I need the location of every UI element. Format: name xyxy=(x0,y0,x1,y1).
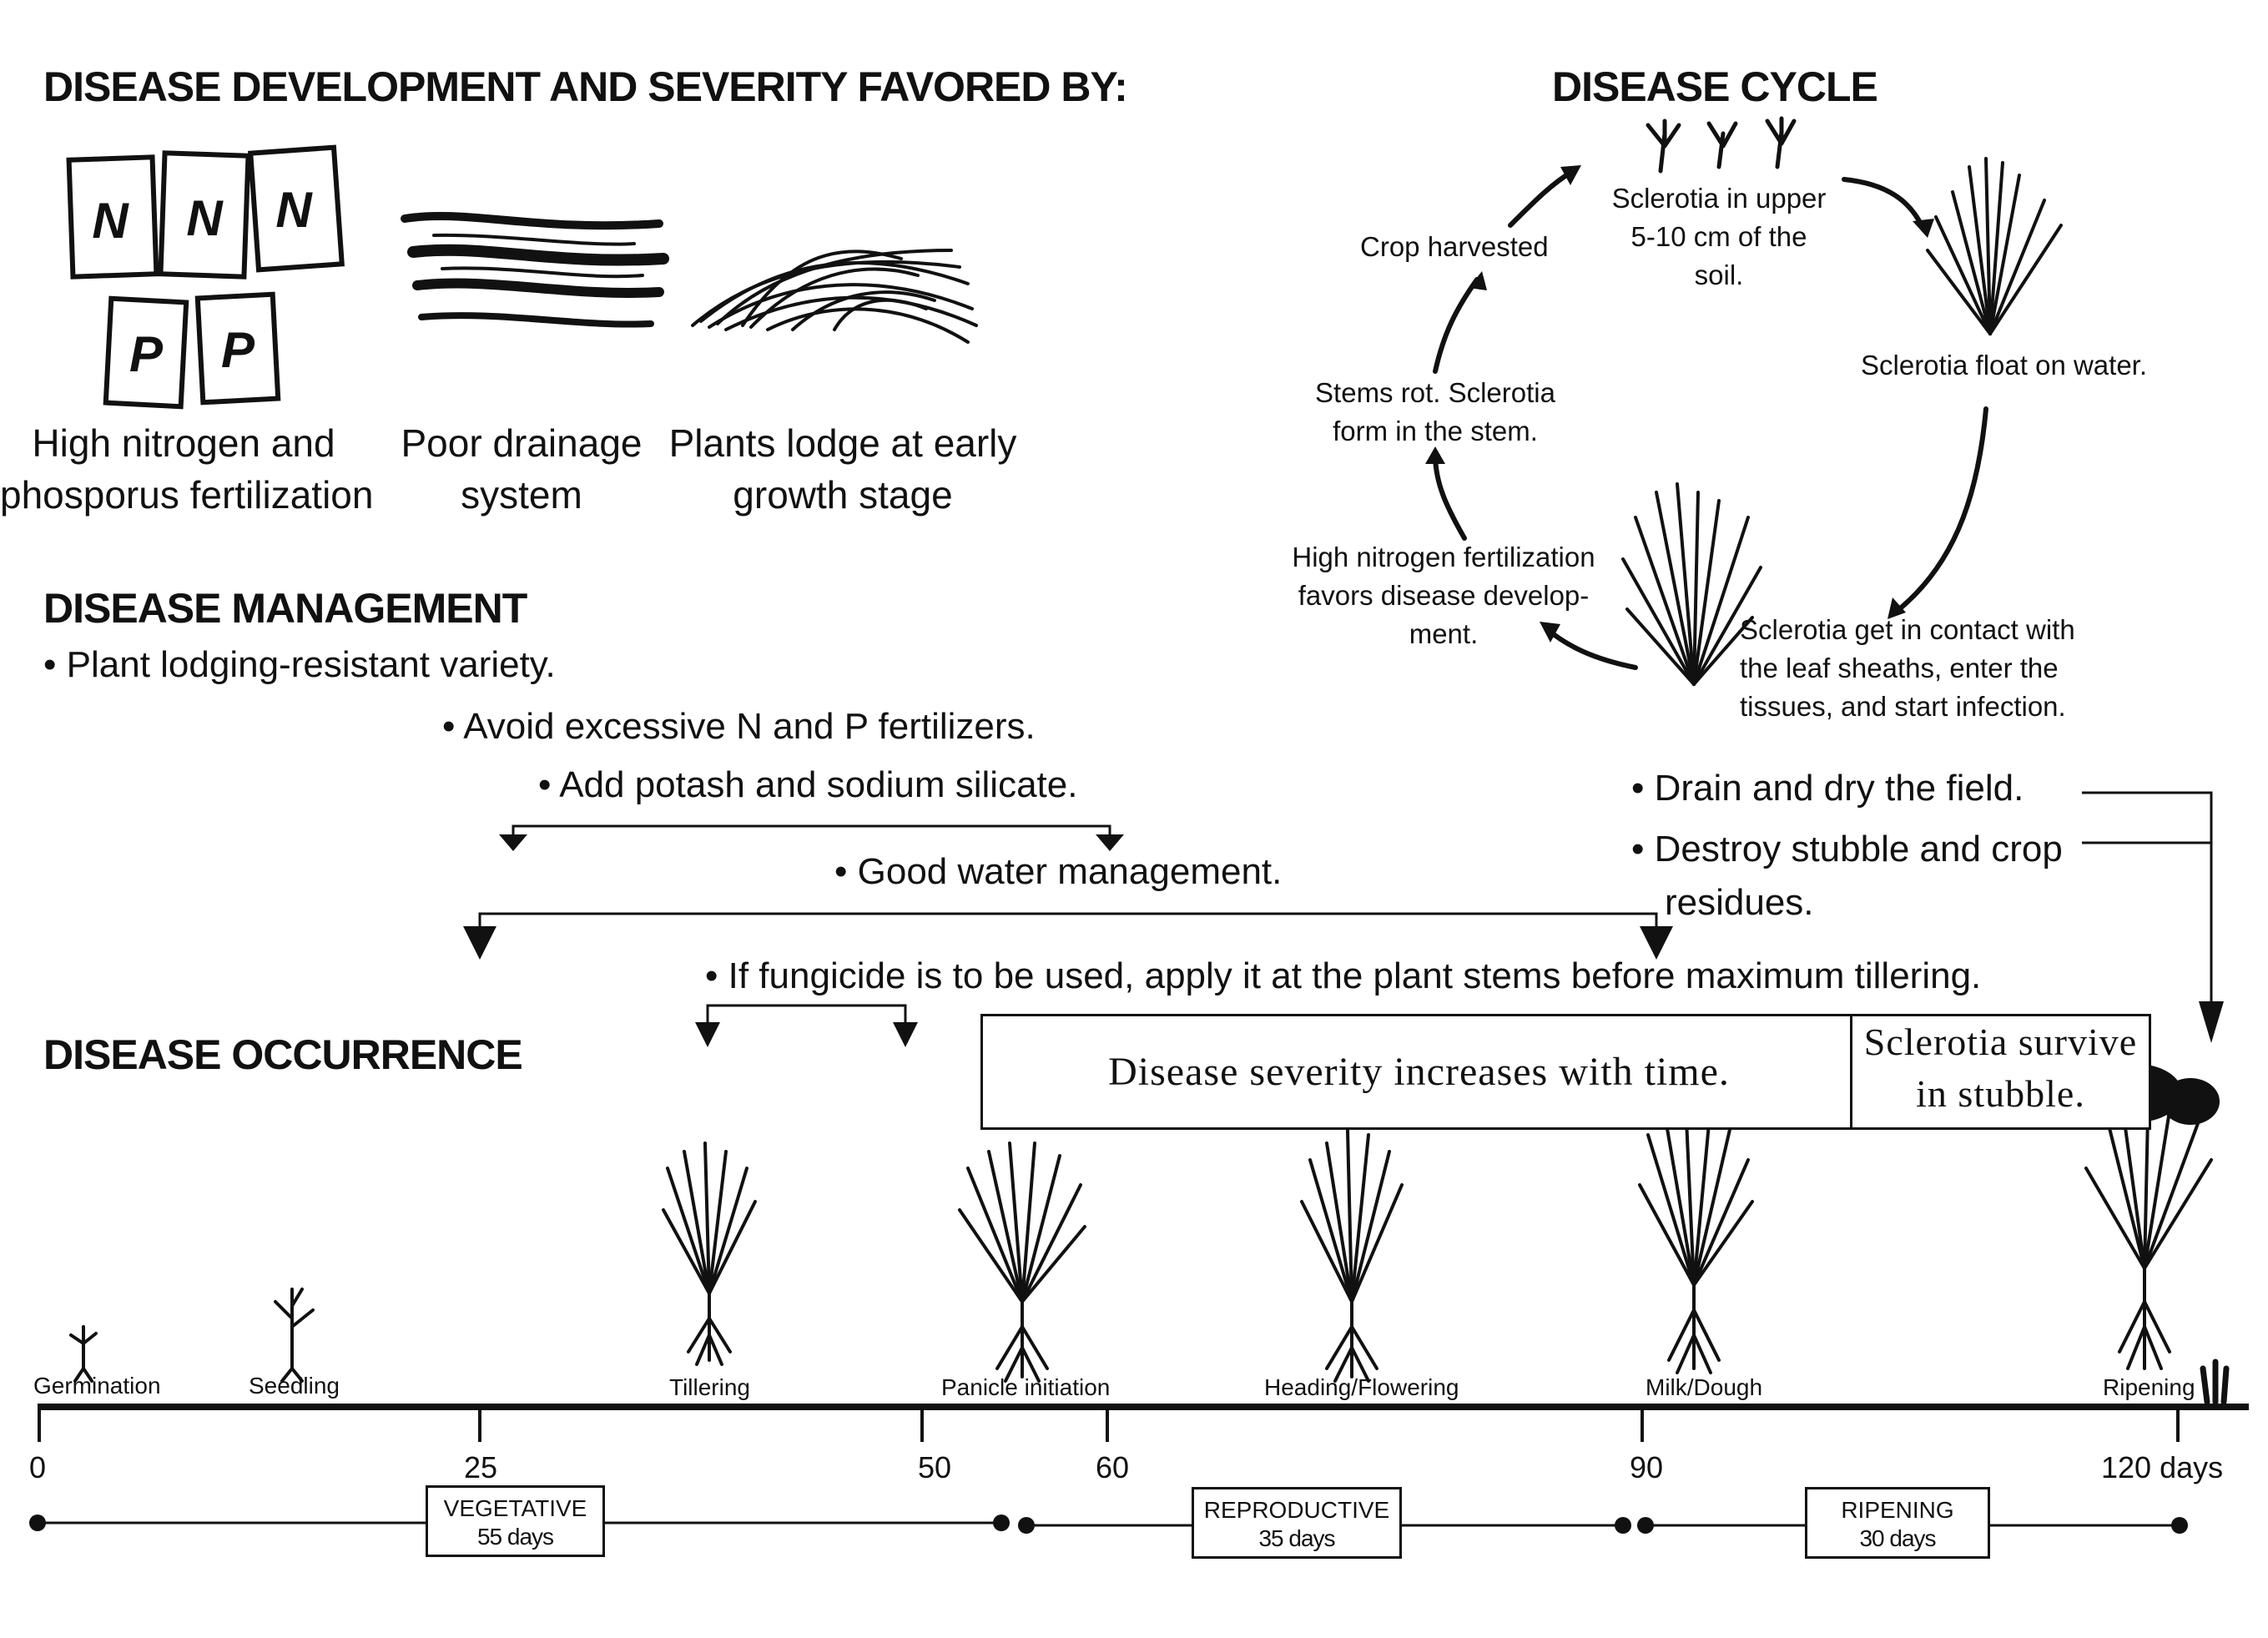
lodged-plants-icon xyxy=(691,249,978,344)
cycle-stems-rot: Stems rot. Sclerotia form in the stem. xyxy=(1315,377,1555,446)
management-brackets xyxy=(478,791,2213,1022)
management-arrowheads xyxy=(463,834,2224,1047)
lodging-caption: Plants lodge at early growth stage xyxy=(668,421,1017,517)
fertilizer-bags-icon xyxy=(66,144,345,410)
bag-n-label: N xyxy=(275,182,313,238)
survive-box: Sclerotia survive in stubble. xyxy=(1850,1014,2151,1130)
mgmt-water: • Good water management. xyxy=(834,851,1283,892)
mgmt-potash: • Add potash and sodium silicate. xyxy=(538,764,1078,805)
fertilization-caption: High nitrogen and phosporus fertilizatio… xyxy=(0,421,374,517)
phase-vegetative: VEGETATIVE 55 days xyxy=(426,1485,605,1557)
cycle-nitrogen: High nitrogen fertilization favors disea… xyxy=(1292,542,1595,649)
occurrence-heading: DISEASE OCCURRENCE xyxy=(43,1031,523,1078)
tick-90: 90 xyxy=(1630,1450,1664,1484)
tick-0: 0 xyxy=(29,1450,47,1484)
management-heading: DISEASE MANAGEMENT xyxy=(43,585,527,632)
stage-heading-flowering: Heading/Flowering xyxy=(1264,1374,1459,1400)
cycle-harvested: Crop harvested xyxy=(1360,231,1549,262)
floating-plant-icon xyxy=(1926,157,2063,335)
stage-panicle-initiation: Panicle initiation xyxy=(941,1374,1111,1400)
mgmt-fungicide: • If fungicide is to be used, apply it a… xyxy=(705,955,1982,996)
tick-50: 50 xyxy=(918,1450,952,1484)
stage-seedling: Seedling xyxy=(249,1373,340,1399)
sprouting-sclerotia-icon xyxy=(1646,116,1797,174)
tillering-plant-icon xyxy=(662,1142,757,1366)
bag-n-label: N xyxy=(186,190,224,246)
favored-heading: DISEASE DEVELOPMENT AND SEVERITY FAVORED… xyxy=(43,63,1128,110)
cycle-float: Sclerotia float on water. xyxy=(1861,350,2148,381)
cycle-arrows xyxy=(1433,169,1988,670)
stage-milk-dough: Milk/Dough xyxy=(1646,1374,1763,1400)
infected-plant-icon xyxy=(1621,482,1762,686)
cycle-contact: Sclerotia get in contact with the leaf s… xyxy=(1740,614,2075,722)
cycle-arrowheads xyxy=(1425,165,1934,643)
tick-120-days: 120 days xyxy=(2101,1450,2224,1484)
stage-ripening: Ripening xyxy=(2103,1374,2195,1400)
stage-germination: Germination xyxy=(33,1373,161,1399)
bag-n-label: N xyxy=(92,193,129,249)
bag-p-label: P xyxy=(129,326,164,382)
drainage-icon xyxy=(401,211,669,328)
mgmt-destroy-stubble: • Destroy stubble and crop residues. xyxy=(1631,829,2063,923)
milk-dough-plant-icon xyxy=(1638,1100,1754,1374)
stage-tillering: Tillering xyxy=(669,1374,750,1400)
mgmt-lodging-resistant: • Plant lodging-resistant variety. xyxy=(43,644,556,685)
phase-dots xyxy=(29,1515,2188,1534)
mgmt-drain: • Drain and dry the field. xyxy=(1631,768,2024,809)
bag-p-label: P xyxy=(221,322,255,378)
drainage-caption: Poor drainage system xyxy=(401,421,643,517)
tick-25: 25 xyxy=(464,1450,498,1484)
cycle-sclerotia-soil: Sclerotia in upper 5-10 cm of the soil. xyxy=(1611,183,1827,290)
phase-ripening: RIPENING 30 days xyxy=(1805,1487,1990,1559)
mgmt-avoid-fertilizers: • Avoid excessive N and P fertilizers. xyxy=(442,706,1036,747)
heading-plant-icon xyxy=(1300,1129,1404,1383)
phase-reproductive: REPRODUCTIVE 35 days xyxy=(1192,1487,1402,1559)
tick-60: 60 xyxy=(1096,1450,1130,1484)
cycle-heading: DISEASE CYCLE xyxy=(1552,63,1878,110)
panicle-plant-icon xyxy=(958,1142,1086,1383)
severity-box: Disease severity increases with time. xyxy=(980,1014,1857,1130)
growth-plants xyxy=(69,1075,2230,1405)
timeline-axis xyxy=(38,1404,2249,1442)
